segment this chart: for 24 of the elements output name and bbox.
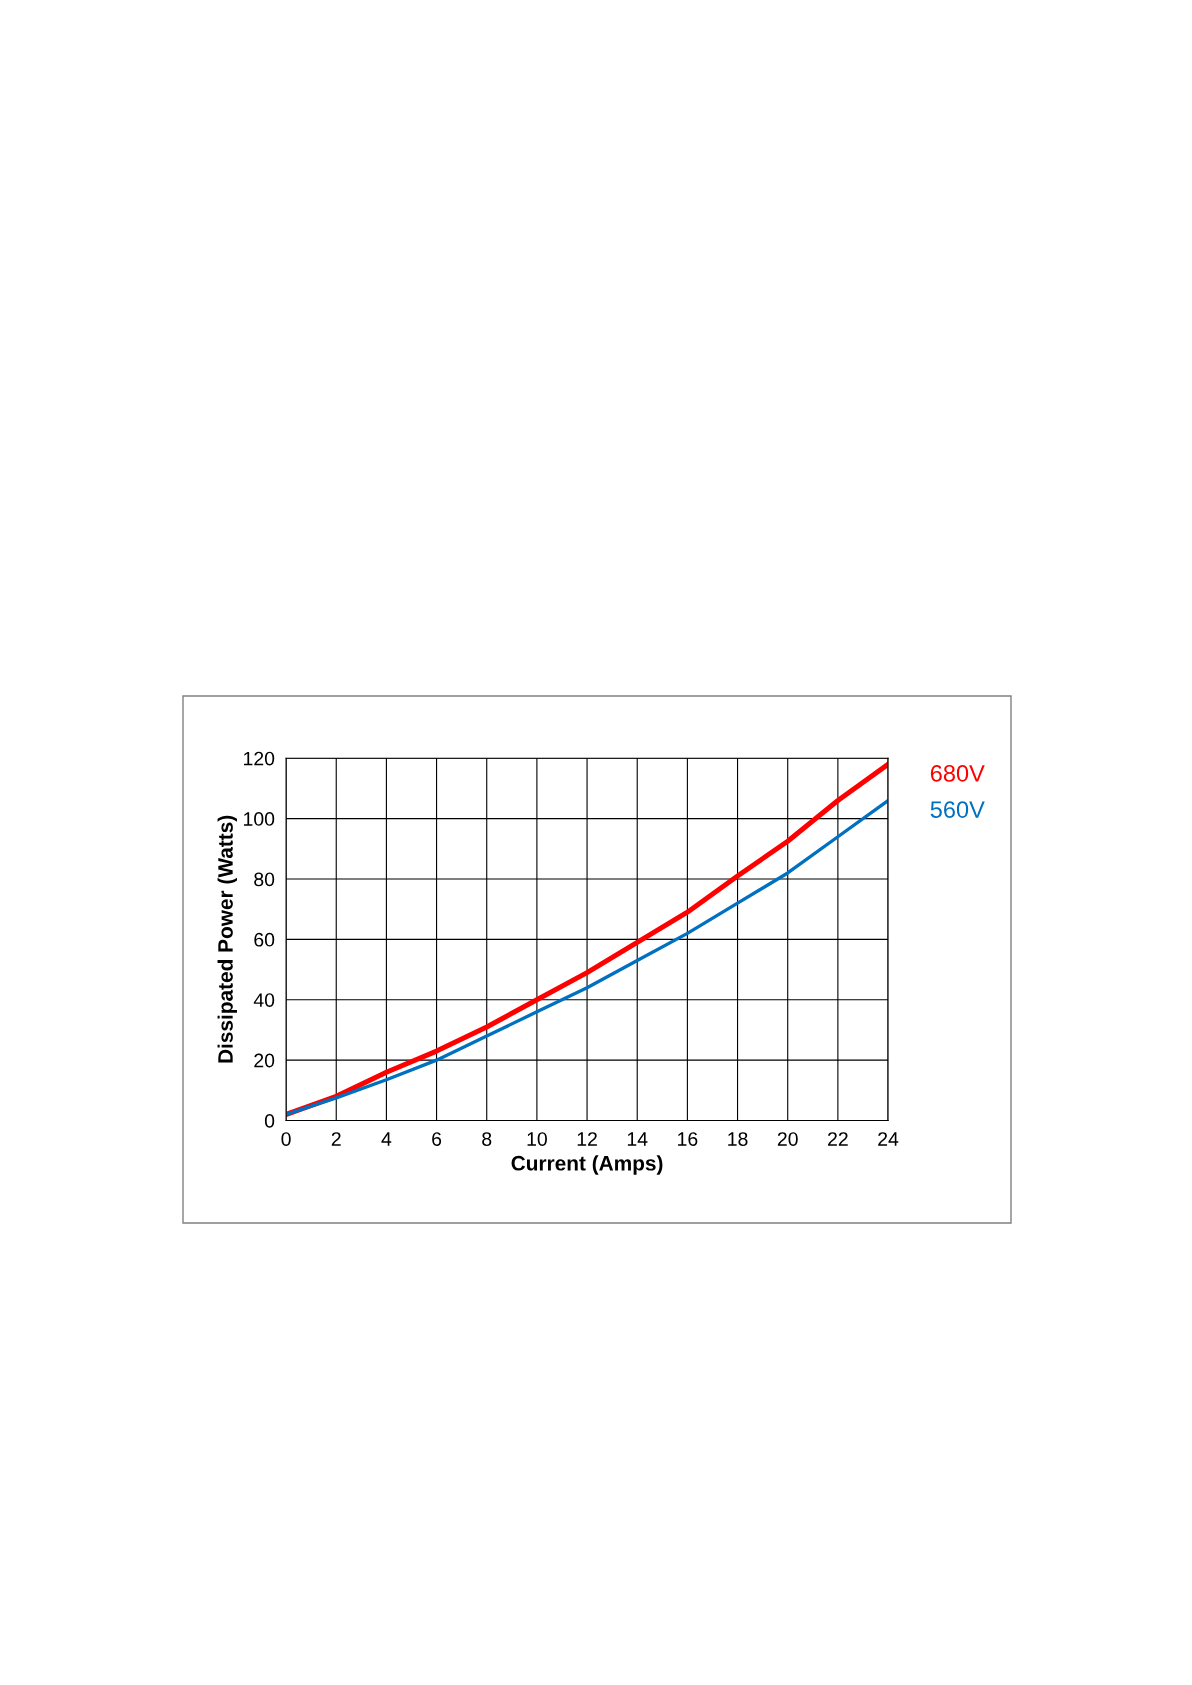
x-tick-label: 10 (527, 1132, 547, 1146)
x-tick-label: 2 (331, 1132, 341, 1146)
series-label: 560V (930, 801, 985, 818)
y-tick-label: 60 (254, 932, 275, 947)
y-tick-label: 100 (244, 812, 275, 826)
y-axis-title: Dissipated Power (Watts) (217, 815, 237, 1063)
y-tick-label: 40 (253, 993, 275, 1007)
x-tick-label: 6 (432, 1132, 442, 1146)
x-tick-label: 4 (381, 1132, 392, 1146)
y-tick-label: 80 (254, 872, 275, 887)
y-tick-label: 0 (264, 1113, 275, 1128)
x-tick-label: 20 (777, 1132, 798, 1146)
x-tick-label: 0 (281, 1132, 291, 1146)
y-tick-label: 120 (244, 751, 275, 766)
x-tick-label: 12 (577, 1132, 597, 1146)
series-label: 680V (930, 765, 985, 782)
x-tick-label: 16 (678, 1132, 698, 1146)
y-tick-label: 20 (254, 1053, 275, 1068)
x-tick-label: 18 (728, 1132, 748, 1146)
x-tick-label: 22 (828, 1132, 848, 1146)
x-tick-label: 8 (482, 1132, 492, 1146)
x-axis-title: Current (Amps) (511, 1155, 663, 1175)
x-tick-label: 14 (627, 1132, 648, 1146)
x-tick-label: 24 (878, 1132, 899, 1146)
